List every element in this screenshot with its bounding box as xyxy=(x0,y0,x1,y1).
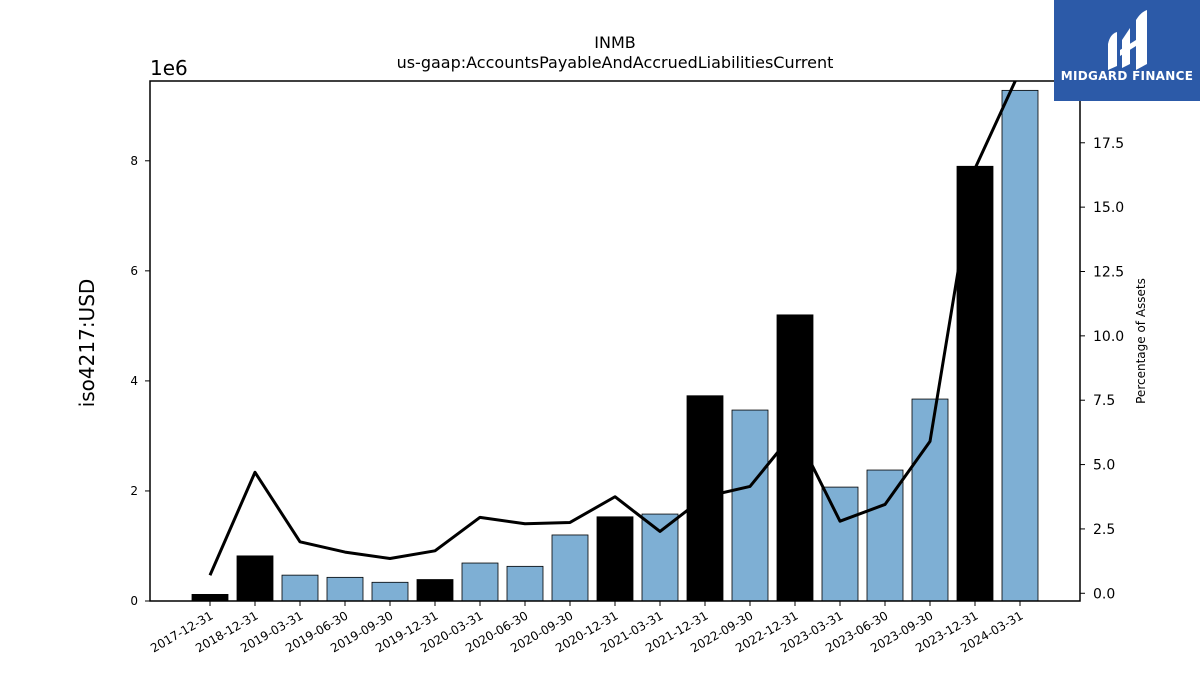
bar xyxy=(191,593,229,602)
logo-text: MIDGARD FINANCE xyxy=(1060,69,1194,83)
bar xyxy=(506,565,544,602)
bar xyxy=(461,562,499,602)
y2-tick-label: 12.5 xyxy=(1093,264,1124,280)
bar xyxy=(641,513,679,602)
brand-logo: MIDGARD FINANCE xyxy=(1054,0,1200,101)
y-tick-label: 0 xyxy=(130,594,138,608)
logo-mark-icon xyxy=(1108,10,1147,70)
line-layer xyxy=(208,81,1017,576)
y2-tick-label: 0.0 xyxy=(1093,586,1115,602)
chart-title: INMB xyxy=(594,33,635,52)
plot-frame xyxy=(149,80,1081,602)
bar xyxy=(371,581,409,602)
y2-tick-label: 7.5 xyxy=(1093,393,1115,409)
y-tick-label: 4 xyxy=(130,374,138,388)
bar xyxy=(236,555,274,602)
bar xyxy=(281,574,319,602)
y-tick-label: 6 xyxy=(130,264,138,278)
bar xyxy=(731,409,769,602)
y-tick-label: 2 xyxy=(130,484,138,498)
y-ticks-layer: 0 2 4 6 8 xyxy=(130,154,150,608)
percent-of-assets-line xyxy=(208,81,1017,576)
bar xyxy=(551,534,589,602)
y-tick-label: 8 xyxy=(130,154,138,168)
bar xyxy=(956,165,994,602)
y2-tick-label: 10.0 xyxy=(1093,329,1124,345)
y2-tick-label: 5.0 xyxy=(1093,458,1115,474)
bar xyxy=(821,486,859,602)
y-scale-label: 1e6 xyxy=(150,56,188,80)
bar xyxy=(416,579,454,602)
y2-tick-label: 15.0 xyxy=(1093,200,1124,216)
bars-layer xyxy=(191,89,1039,602)
chart-subtitle: us-gaap:AccountsPayableAndAccruedLiabili… xyxy=(397,53,834,72)
y2-axis-label: Percentage of Assets xyxy=(1134,278,1148,404)
bar xyxy=(1001,89,1039,602)
y2-tick-label: 17.5 xyxy=(1093,136,1124,152)
bar xyxy=(596,516,634,602)
bar xyxy=(911,398,949,602)
x-ticks-layer: 2017-12-312018-12-312019-03-312019-06-30… xyxy=(148,601,1026,655)
bar xyxy=(866,469,904,602)
y-axis-label: iso4217:USD xyxy=(75,279,99,408)
bar xyxy=(326,576,364,602)
y2-ticks-layer: 0.0 2.5 5.0 7.5 10.0 12.5 15.0 17.5 xyxy=(1080,136,1124,602)
y2-tick-label: 2.5 xyxy=(1093,522,1115,538)
